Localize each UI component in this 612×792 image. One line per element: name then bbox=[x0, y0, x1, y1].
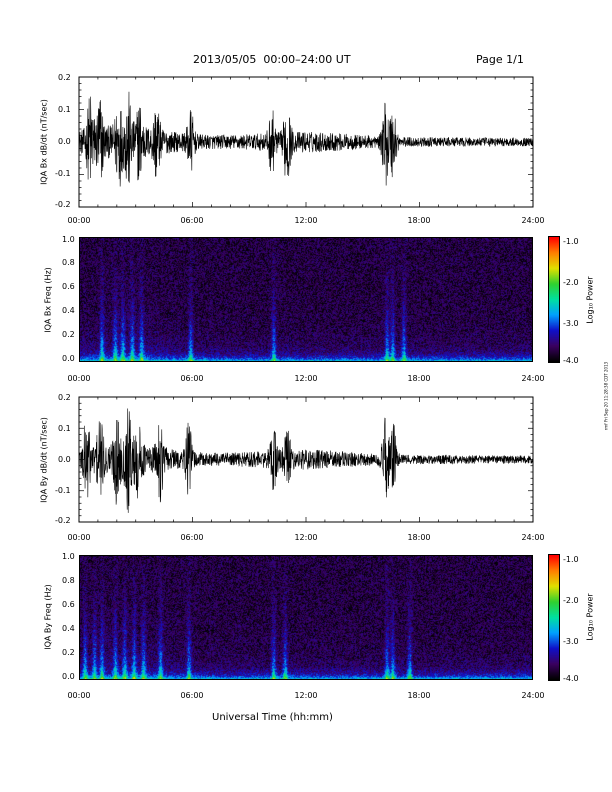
by-colorbar-tick: -4.0 bbox=[563, 674, 579, 683]
panel1-ytick: 0.1 bbox=[58, 105, 71, 114]
panel2-xtick: 24:00 bbox=[521, 374, 545, 383]
panel4-ytick: 0.0 bbox=[62, 672, 75, 681]
plot-title: 2013/05/05 00:00–24:00 UT bbox=[193, 53, 351, 66]
panel2-ytick: 0.8 bbox=[62, 258, 75, 267]
panel4-xtick: 12:00 bbox=[294, 691, 318, 700]
panel4-ytick: 0.8 bbox=[62, 576, 75, 585]
panel4-ytick: 0.6 bbox=[62, 600, 75, 609]
bx-colorbar-tick: -1.0 bbox=[563, 237, 579, 246]
panel1-xtick: 06:00 bbox=[180, 216, 204, 225]
panel3-ytick: 0.0 bbox=[58, 455, 71, 464]
bx-colorbar-tick: -2.0 bbox=[563, 278, 579, 287]
panel2-ylabel: IQA Bx Freq (Hz) bbox=[43, 267, 53, 333]
panel4-xtick: 00:00 bbox=[67, 691, 91, 700]
panel4-ytick: 0.4 bbox=[62, 624, 75, 633]
bx-colorbar-tick: -4.0 bbox=[563, 356, 579, 365]
panel1-xtick: 18:00 bbox=[407, 216, 431, 225]
panel2-ytick: 1.0 bbox=[62, 235, 75, 244]
panel1-xtick: 24:00 bbox=[521, 216, 545, 225]
panel1-ytick: 0.0 bbox=[58, 137, 71, 146]
panel3-ytick: -0.2 bbox=[55, 516, 71, 525]
panel2-xtick: 12:00 bbox=[294, 374, 318, 383]
panel3-xtick: 06:00 bbox=[180, 533, 204, 542]
panel1-ytick: 0.2 bbox=[58, 73, 71, 82]
bx-waveform-plot bbox=[78, 76, 534, 208]
by-colorbar-tick: -3.0 bbox=[563, 637, 579, 646]
generation-stamp: rmf Fri Sep 20 11:28:38 CDT 2013 bbox=[603, 361, 609, 431]
panel2-xtick: 18:00 bbox=[407, 374, 431, 383]
by-spectrogram bbox=[79, 555, 533, 680]
panel3-xtick: 12:00 bbox=[294, 533, 318, 542]
panel3-xtick: 24:00 bbox=[521, 533, 545, 542]
bx-spectrogram-frame bbox=[79, 237, 533, 362]
panel3-xtick: 00:00 bbox=[67, 533, 91, 542]
panel3-ytick: 0.1 bbox=[58, 424, 71, 433]
panel4-xtick: 06:00 bbox=[180, 691, 204, 700]
panel2-xtick: 06:00 bbox=[180, 374, 204, 383]
by-colorbar bbox=[548, 554, 560, 681]
panel2-ytick: 0.6 bbox=[62, 282, 75, 291]
panel1-xtick: 12:00 bbox=[294, 216, 318, 225]
panel3-ytick: -0.1 bbox=[55, 486, 71, 495]
panel3-ylabel: IQA By dB/dt (nT/sec) bbox=[39, 417, 49, 503]
by-colorbar-tick: -2.0 bbox=[563, 596, 579, 605]
panel4-ylabel: IQA By Freq (Hz) bbox=[43, 584, 53, 650]
panel2-ytick: 0.4 bbox=[62, 306, 75, 315]
by-waveform-plot bbox=[78, 396, 534, 523]
by-colorbar-tick: -1.0 bbox=[563, 555, 579, 564]
panel4-ytick: 0.2 bbox=[62, 648, 75, 657]
panel1-ylabel: IQA Bx dB/dt (nT/sec) bbox=[39, 99, 49, 185]
bx-colorbar-label: Log₁₀ Power bbox=[585, 276, 595, 324]
panel4-xtick: 18:00 bbox=[407, 691, 431, 700]
panel2-ytick: 0.2 bbox=[62, 330, 75, 339]
by-spectrogram-frame bbox=[79, 555, 533, 680]
bx-colorbar-tick: -3.0 bbox=[563, 319, 579, 328]
panel3-xtick: 18:00 bbox=[407, 533, 431, 542]
by-colorbar-label: Log₁₀ Power bbox=[585, 593, 595, 641]
waveform-trace bbox=[79, 91, 533, 187]
panel4-ytick: 1.0 bbox=[62, 552, 75, 561]
panel1-ytick: -0.1 bbox=[55, 169, 71, 178]
x-axis-label: Universal Time (hh:mm) bbox=[212, 712, 333, 723]
panel1-xtick: 00:00 bbox=[67, 216, 91, 225]
panel2-ytick: 0.0 bbox=[62, 354, 75, 363]
panel1-ytick: -0.2 bbox=[55, 200, 71, 209]
page-number: Page 1/1 bbox=[476, 53, 524, 66]
panel4-xtick: 24:00 bbox=[521, 691, 545, 700]
panel2-xtick: 00:00 bbox=[67, 374, 91, 383]
bx-colorbar bbox=[548, 236, 560, 363]
waveform-trace bbox=[79, 408, 533, 513]
bx-spectrogram bbox=[79, 237, 533, 362]
panel3-ytick: 0.2 bbox=[58, 393, 71, 402]
